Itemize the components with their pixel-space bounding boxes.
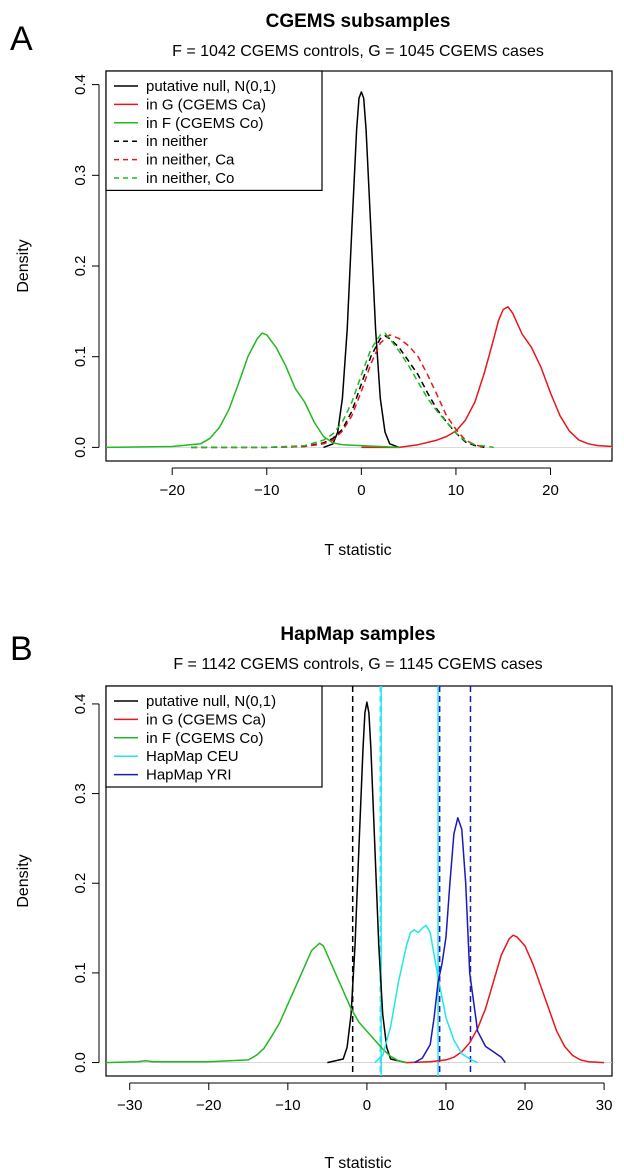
y-tick-label: 0.3 [72,165,89,186]
x-tick-label: −10 [254,482,279,499]
panel-letter: B [10,630,33,668]
x-tick-label: 0 [357,482,365,499]
x-tick-label: 20 [517,1097,534,1114]
x-axis-label: T statistic [324,1155,391,1172]
series-line-4 [413,817,506,1064]
y-tick-label: 0.1 [72,346,89,367]
legend-label: HapMap YRI [146,767,232,784]
panel-b: B HapMap samples F = 1142 CGEMS controls… [10,624,613,1172]
legend-label: HapMap CEU [146,748,239,765]
legend-label: in G (CGEMS Ca) [146,711,266,728]
series-line-1 [361,306,613,449]
series-line-0 [327,701,407,1064]
plot-area [105,686,612,1076]
series-line-4 [191,334,485,449]
panel-a: A CGEMS subsamples F = 1042 CGEMS contro… [10,11,613,559]
chart-subtitle: F = 1142 CGEMS controls, G = 1145 CGEMS … [173,656,542,673]
legend-label: putative null, N(0,1) [146,78,276,95]
x-tick-label: −20 [196,1097,221,1114]
y-axis: 0.0 0.1 0.2 0.3 0.4 [72,694,100,1073]
plot-area [105,91,613,449]
y-tick-label: 0.2 [72,873,89,894]
chart-title: HapMap samples [280,624,435,645]
legend-box [105,685,323,788]
series-line-2 [105,942,407,1064]
x-axis-label: T statistic [324,542,391,559]
legend: putative null, N(0,1)in G (CGEMS Ca) in F… [105,685,323,788]
legend-box [105,70,323,192]
y-tick-label: 0.4 [72,74,89,95]
x-axis: −20 −10 0 10 20 [159,467,559,499]
legend-label: in neither, Co [146,170,234,187]
y-axis-label: Density [15,854,32,907]
y-tick-label: 0.1 [72,962,89,983]
y-axis: 0.0 0.1 0.2 0.3 0.4 [72,74,100,458]
chart-title: CGEMS subsamples [266,11,451,32]
x-tick-label: −30 [117,1097,142,1114]
legend: putative null, N(0,1)in G (CGEMS Ca) in F… [105,70,323,192]
y-tick-label: 0.2 [72,256,89,277]
legend-label: in G (CGEMS Ca) [146,96,266,113]
y-tick-label: 0.4 [72,694,89,715]
series-line-0 [323,91,400,449]
plot-frame [105,70,613,462]
x-tick-label: −10 [275,1097,300,1114]
legend-label: in F (CGEMS Co) [146,730,264,747]
x-tick-label: 0 [363,1097,371,1114]
x-tick-label: 30 [596,1097,613,1114]
legend-label: in F (CGEMS Co) [146,115,264,132]
x-tick-label: −20 [159,482,184,499]
y-tick-label: 0.0 [72,1052,89,1073]
x-axis: −30 −20 −10 0 10 20 30 [117,1082,613,1114]
x-tick-label: 20 [542,482,559,499]
chart-subtitle: F = 1042 CGEMS controls, G = 1045 CGEMS … [172,43,544,60]
legend-label: in neither [146,133,208,150]
series-line-3 [374,924,478,1064]
x-tick-label: 10 [438,1097,455,1114]
panel-letter: A [10,20,33,58]
y-tick-label: 0.0 [72,437,89,458]
y-tick-label: 0.3 [72,783,89,804]
y-axis-label: Density [15,239,32,292]
plot-frame [105,685,613,1077]
series-line-2 [105,332,400,449]
series-line-5 [191,332,494,449]
legend-label: putative null, N(0,1) [146,693,276,710]
series-line-1 [406,934,605,1064]
x-tick-label: 10 [448,482,465,499]
legend-label: in neither, Ca [146,152,235,169]
